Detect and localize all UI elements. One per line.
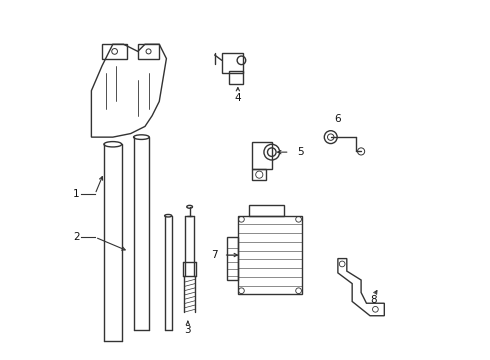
Text: 5: 5 — [297, 147, 304, 157]
Polygon shape — [338, 258, 384, 316]
Ellipse shape — [187, 205, 193, 208]
Ellipse shape — [165, 215, 172, 217]
Ellipse shape — [104, 141, 122, 147]
Bar — [238, 216, 302, 294]
Bar — [138, 44, 159, 59]
Text: 8: 8 — [370, 295, 377, 305]
Bar — [252, 168, 267, 180]
Text: 2: 2 — [73, 232, 80, 242]
Text: 1: 1 — [73, 189, 80, 199]
Bar — [102, 44, 127, 59]
Ellipse shape — [134, 135, 149, 139]
Text: 4: 4 — [235, 93, 241, 103]
Circle shape — [324, 131, 337, 144]
Bar — [248, 205, 284, 216]
Bar — [229, 71, 243, 84]
Text: 7: 7 — [211, 250, 218, 260]
Polygon shape — [92, 44, 167, 137]
Bar — [227, 237, 238, 280]
Bar — [222, 53, 243, 73]
Text: 3: 3 — [185, 325, 191, 335]
Text: 6: 6 — [335, 114, 341, 124]
Bar — [252, 143, 272, 169]
